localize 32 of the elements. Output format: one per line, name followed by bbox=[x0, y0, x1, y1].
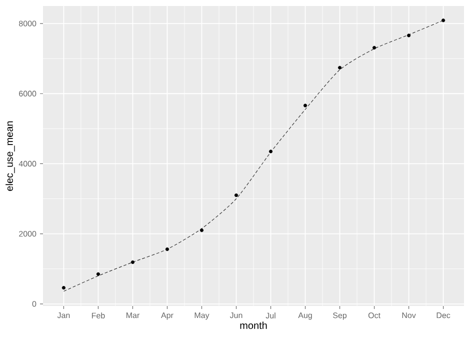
x-tick-label: May bbox=[194, 312, 210, 320]
point bbox=[165, 247, 170, 252]
line-series bbox=[63, 20, 444, 292]
x-tick-label: Nov bbox=[402, 312, 416, 318]
y-tick-label: 0 bbox=[32, 301, 36, 307]
x-tick-label: Aug bbox=[298, 312, 312, 320]
x-tick-label: Jun bbox=[230, 312, 242, 318]
x-tick-label: Oct bbox=[368, 312, 380, 318]
point bbox=[96, 272, 100, 276]
point bbox=[372, 46, 376, 50]
y-axis-title: elec_use_mean bbox=[6, 121, 15, 191]
y-tick-label: 4000 bbox=[18, 160, 36, 167]
x-axis-title: month bbox=[240, 322, 267, 329]
point bbox=[268, 150, 273, 154]
point bbox=[62, 286, 66, 290]
point bbox=[338, 66, 342, 70]
x-tick-label: Jan bbox=[57, 312, 70, 318]
x-tick-label: Feb bbox=[92, 312, 105, 318]
y-tick-label: 8000 bbox=[19, 20, 36, 26]
x-tick-label: Apr bbox=[161, 312, 174, 320]
y-tick-label: 6000 bbox=[19, 90, 36, 96]
point bbox=[406, 34, 411, 38]
point bbox=[200, 228, 204, 232]
point bbox=[234, 193, 238, 198]
x-tick-label: Dec bbox=[436, 312, 450, 318]
y-tick-label: 2000 bbox=[19, 230, 36, 237]
x-tick-label: Sep bbox=[333, 312, 347, 320]
point bbox=[303, 104, 308, 108]
x-tick-label: Mar bbox=[126, 312, 140, 318]
point bbox=[130, 260, 135, 264]
x-tick-label: Jul bbox=[266, 312, 276, 318]
point bbox=[442, 18, 446, 22]
